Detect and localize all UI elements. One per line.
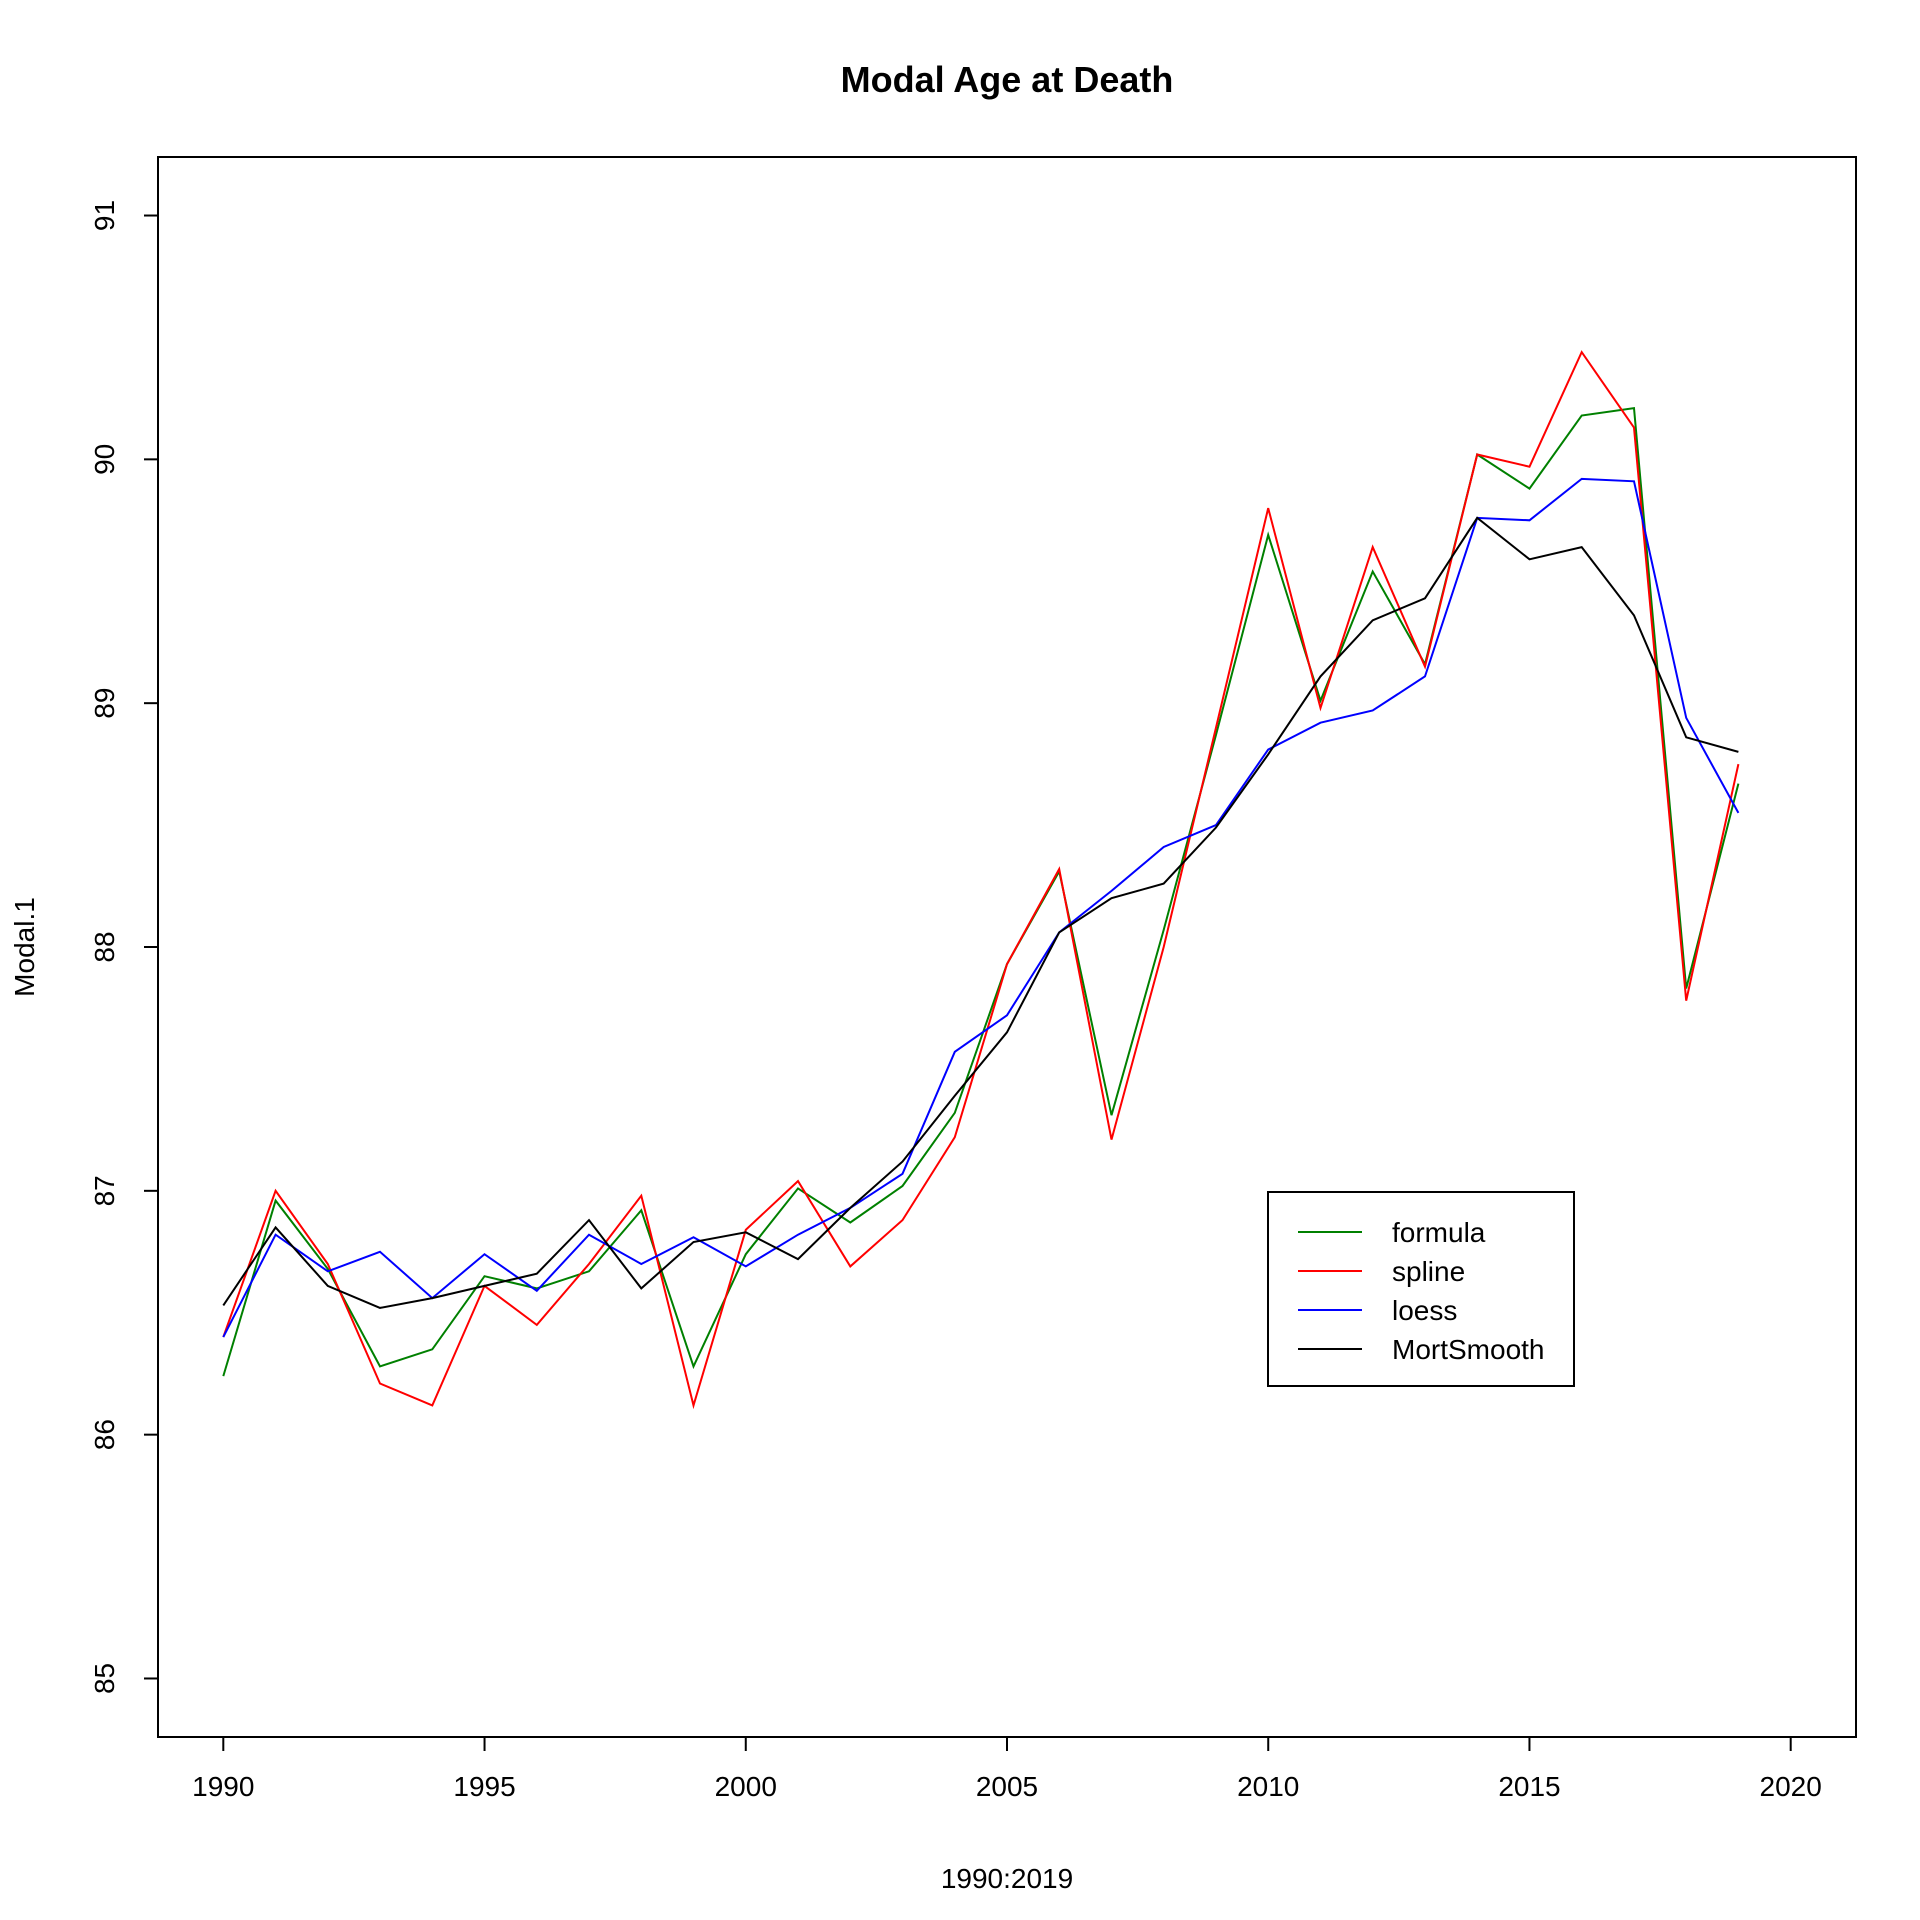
legend-box: [1267, 1191, 1575, 1387]
legend-label-formula: formula: [1392, 1217, 1486, 1248]
x-tick-label: 1995: [453, 1771, 515, 1802]
x-axis-label: 1990:2019: [941, 1863, 1073, 1894]
legend-label-loess: loess: [1392, 1295, 1457, 1326]
y-tick-label: 86: [89, 1419, 120, 1450]
y-axis: 85 86 87 88 89 90 91: [89, 200, 159, 1694]
y-tick-label: 85: [89, 1663, 120, 1694]
x-tick-label: 2000: [715, 1771, 777, 1802]
y-tick-label: 87: [89, 1175, 120, 1206]
x-tick-label: 2015: [1498, 1771, 1560, 1802]
chart-title: Modal Age at Death: [841, 59, 1174, 100]
y-tick-label: 88: [89, 931, 120, 962]
legend-label-mortsmooth: MortSmooth: [1392, 1334, 1545, 1365]
series-line-mortsmooth: [222, 516, 1739, 1309]
y-tick-label: 89: [89, 688, 120, 719]
legend: formula spline loess MortSmooth: [1267, 1191, 1575, 1387]
y-axis-label: Modal.1: [9, 897, 40, 997]
x-tick-label: 2005: [976, 1771, 1038, 1802]
series-layer: [222, 350, 1740, 1410]
x-tick-label: 2020: [1760, 1771, 1822, 1802]
x-tick-label: 1990: [192, 1771, 254, 1802]
legend-label-spline: spline: [1392, 1256, 1465, 1287]
y-tick-label: 91: [89, 200, 120, 231]
y-tick-label: 90: [89, 444, 120, 475]
series-line-loess: [222, 477, 1740, 1338]
series-line-spline: [222, 350, 1740, 1410]
plot-frame: [157, 156, 1857, 1738]
x-tick-label: 2010: [1237, 1771, 1299, 1802]
x-axis: 1990 1995 2000 2005 2010 2015 2020: [192, 1736, 1822, 1802]
